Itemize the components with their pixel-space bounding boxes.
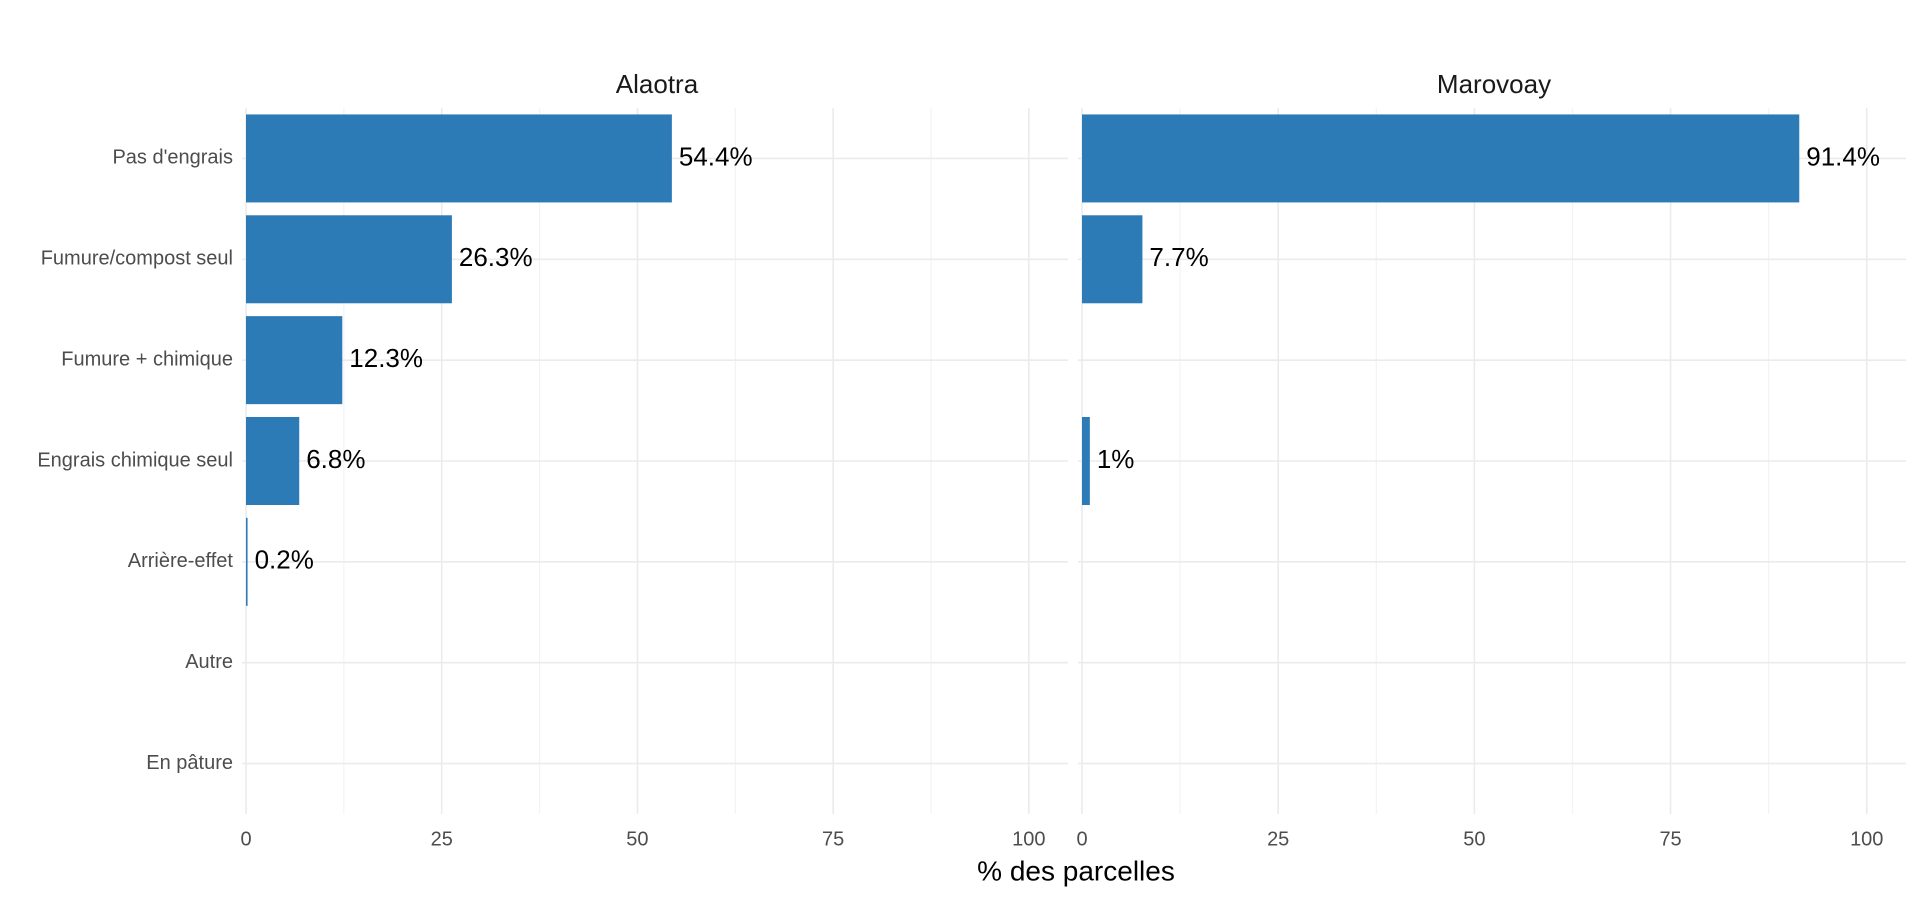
x-tick-label: 100 xyxy=(1850,828,1883,850)
bar xyxy=(1082,114,1800,203)
bar xyxy=(246,215,452,304)
value-label: 12.3% xyxy=(349,343,423,373)
y-tick-label: Autre xyxy=(185,651,233,673)
bar xyxy=(246,517,248,606)
value-label: 1% xyxy=(1097,444,1135,474)
value-label: 0.2% xyxy=(255,545,314,575)
bar xyxy=(246,316,343,405)
bar xyxy=(1082,215,1143,304)
x-tick-label: 75 xyxy=(822,828,844,850)
y-tick-label: Pas d'engrais xyxy=(112,147,233,169)
bar xyxy=(246,114,672,203)
x-axis-label: % des parcelles xyxy=(977,855,1175,886)
x-tick-label: 75 xyxy=(1659,828,1681,850)
facet-title: Alaotra xyxy=(616,69,699,99)
bar xyxy=(246,417,300,505)
x-tick-label: 50 xyxy=(626,828,648,850)
y-tick-label: Fumure/compost seul xyxy=(41,248,233,270)
facet-title: Marovoay xyxy=(1437,69,1551,99)
value-label: 6.8% xyxy=(306,444,365,474)
value-label: 26.3% xyxy=(459,242,533,272)
y-tick-label: Fumure + chimique xyxy=(61,348,233,370)
x-tick-label: 0 xyxy=(1076,828,1087,850)
value-label: 7.7% xyxy=(1149,242,1208,272)
x-tick-label: 50 xyxy=(1463,828,1485,850)
y-tick-label: Engrais chimique seul xyxy=(37,449,233,471)
bar xyxy=(1082,417,1090,505)
x-tick-label: 100 xyxy=(1012,828,1045,850)
y-tick-label: Arrière-effet xyxy=(128,550,234,572)
value-label: 91.4% xyxy=(1806,141,1880,171)
x-tick-label: 25 xyxy=(431,828,453,850)
x-tick-label: 25 xyxy=(1267,828,1289,850)
value-label: 54.4% xyxy=(679,141,753,171)
x-tick-label: 0 xyxy=(240,828,251,850)
y-tick-label: En pâture xyxy=(146,752,233,774)
